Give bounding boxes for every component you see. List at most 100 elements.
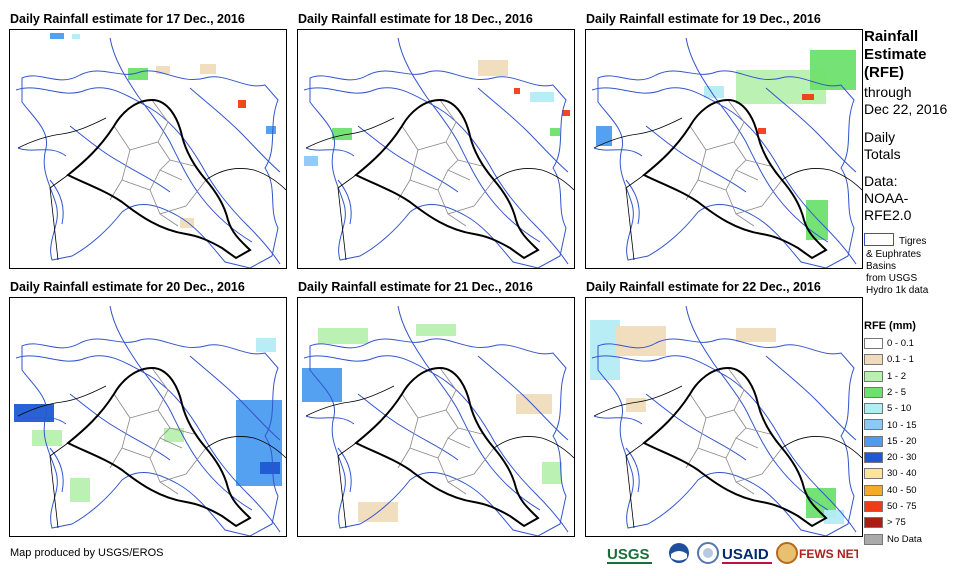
river-line xyxy=(189,87,281,173)
basin-outline-swatch xyxy=(864,233,894,246)
usgs-logo: USGS xyxy=(607,540,652,568)
map-canvas xyxy=(590,305,862,536)
rainfall-cell xyxy=(256,338,276,352)
province-boundary xyxy=(129,409,171,439)
province-boundary xyxy=(725,457,755,495)
iraq-border xyxy=(66,98,252,260)
river-line xyxy=(593,147,643,157)
province-boundary xyxy=(113,393,183,459)
basin-label-5: Hydro 1k data xyxy=(866,285,929,296)
through-label: through xyxy=(864,84,912,100)
legend-item: 5 - 10 xyxy=(864,402,911,416)
province-boundary xyxy=(735,447,783,483)
legend-swatch xyxy=(864,533,883,545)
province-boundary xyxy=(735,179,783,215)
province-boundary xyxy=(159,447,207,483)
iraq-border xyxy=(354,98,540,260)
rainfall-map-18-dec xyxy=(297,29,575,269)
province-boundary xyxy=(689,393,759,459)
rainfall-map-19-dec xyxy=(585,29,863,269)
river-line xyxy=(685,37,829,243)
country-border xyxy=(493,168,574,191)
river-line xyxy=(477,355,569,441)
river-line xyxy=(645,393,747,461)
legend-label: 40 - 50 xyxy=(887,484,917,496)
province-boundary xyxy=(417,409,459,439)
totals-label: Totals xyxy=(864,146,901,162)
rainfall-cell xyxy=(810,50,856,90)
river-line xyxy=(49,179,64,225)
river-line xyxy=(17,147,67,157)
rainfall-cell xyxy=(32,430,62,446)
river-line xyxy=(685,305,829,511)
rainfall-cell xyxy=(156,66,170,74)
province-boundary xyxy=(417,141,459,171)
rfe-title-line-3: (RFE) xyxy=(864,64,904,81)
usaid-logo: USAID xyxy=(722,540,772,568)
province-boundary xyxy=(457,427,483,435)
rainfall-cell xyxy=(332,128,352,140)
map-canvas xyxy=(303,37,574,268)
river-line xyxy=(69,393,171,461)
rainfall-cell xyxy=(562,110,570,116)
river-line xyxy=(593,415,643,425)
country-border xyxy=(625,174,645,261)
map-canvas xyxy=(591,37,862,268)
legend-item: No Data xyxy=(864,533,922,547)
legend-item: 0 - 0.1 xyxy=(864,337,914,351)
legend-item: 40 - 50 xyxy=(864,484,917,498)
panel-title-1: Daily Rainfall estimate for 17 Dec., 201… xyxy=(10,12,245,26)
river-line xyxy=(337,447,352,493)
province-boundary xyxy=(727,99,745,143)
river-line xyxy=(397,37,541,243)
iraq-border xyxy=(66,366,252,528)
basin-label-4: from USGS xyxy=(866,273,918,284)
country-border xyxy=(49,174,69,261)
river-line xyxy=(357,125,459,193)
data-source-1: NOAA- xyxy=(864,190,909,206)
province-boundary xyxy=(439,367,457,411)
province-boundary xyxy=(437,457,467,495)
province-boundary xyxy=(689,125,759,191)
river-line xyxy=(625,179,640,225)
province-boundary xyxy=(745,159,771,167)
rfe-title-line-2: Estimate xyxy=(864,46,927,63)
rainfall-cell xyxy=(806,200,828,240)
rainfall-cell xyxy=(516,394,552,414)
legend-swatch xyxy=(864,435,883,447)
rainfall-cell xyxy=(616,326,666,356)
rainfall-cell xyxy=(514,88,520,94)
rfe-title: Rainfall Estimate (RFE) xyxy=(864,28,927,82)
river-line xyxy=(305,147,355,157)
basin-boundary xyxy=(309,338,567,536)
province-boundary xyxy=(401,125,471,191)
iraq-border xyxy=(354,366,540,528)
legend-label: > 75 xyxy=(887,517,906,529)
map-credit: Map produced by USGS/EROS xyxy=(10,547,164,559)
legend-label: 15 - 20 xyxy=(887,435,917,447)
map-canvas xyxy=(15,33,286,268)
rainfall-cell xyxy=(626,398,646,412)
province-boundary xyxy=(437,189,467,227)
rainfall-cell xyxy=(164,428,184,442)
province-boundary xyxy=(447,179,495,215)
map-canvas xyxy=(302,305,574,536)
river-line xyxy=(645,125,747,193)
country-border xyxy=(337,174,357,261)
legend-item: 50 - 75 xyxy=(864,500,917,514)
legend-swatch xyxy=(864,337,883,349)
rainfall-cell xyxy=(260,462,280,474)
province-boundary xyxy=(149,457,179,495)
river-line xyxy=(477,87,569,173)
iraq-border xyxy=(642,98,828,260)
river-line xyxy=(109,37,253,243)
rainfall-cell xyxy=(824,510,844,524)
rainfall-map-20-dec xyxy=(9,297,287,537)
legend-item: 2 - 5 xyxy=(864,386,906,400)
country-border xyxy=(493,436,574,459)
panel-title-3: Daily Rainfall estimate for 19 Dec., 201… xyxy=(586,12,821,26)
usaid-logo-text: USAID xyxy=(722,546,769,563)
province-boundary xyxy=(151,99,169,143)
legend-swatch xyxy=(864,484,883,496)
rainfall-cell xyxy=(318,328,368,344)
